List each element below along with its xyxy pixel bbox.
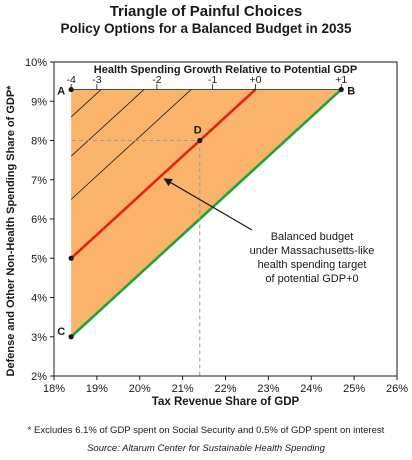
x-tick-label: 25%	[343, 383, 365, 395]
x-tick-label: 19%	[86, 383, 108, 395]
annotation-line: Balanced budget	[271, 231, 354, 243]
point-label-c: C	[57, 326, 65, 338]
top-tick-label: -3	[92, 74, 101, 86]
x-tick-label: 20%	[129, 383, 151, 395]
y-tick-label: 8%	[31, 136, 47, 148]
series-line-plus1	[70, 88, 343, 338]
series-line-minus1	[70, 89, 102, 118]
series-line-plus0	[70, 88, 257, 260]
footnote: * Excludes 6.1% of GDP spent on Social S…	[27, 425, 385, 436]
top-tick-label: -2	[152, 74, 161, 86]
y-tick-label: 3%	[31, 332, 47, 344]
y-tick-label: 5%	[31, 253, 47, 265]
chart-title: Triangle of Painful Choices	[109, 3, 303, 20]
x-tick-label: 21%	[172, 383, 194, 395]
y-tick-label: 6%	[31, 214, 47, 226]
x-tick-label: 23%	[257, 383, 279, 395]
series-line-minus2	[70, 89, 145, 157]
point-c	[68, 334, 74, 340]
annotation-arrow	[163, 178, 253, 231]
top-axis-label: Health Spending Growth Relative to Poten…	[94, 64, 357, 76]
x-tick-label: 18%	[43, 383, 65, 395]
point-label-a: A	[57, 85, 65, 97]
y-axis-label: Defense and Other Non-Health Spending Sh…	[5, 85, 17, 377]
series-line-minus3	[70, 89, 192, 200]
annotation-line: health spending target	[258, 259, 367, 271]
point-a	[68, 86, 74, 93]
x-tick-label: 22%	[214, 383, 236, 395]
top-tick-label: -1	[208, 74, 217, 86]
top-tick-label: -4	[66, 74, 75, 86]
top-tick-label: +1	[335, 74, 347, 86]
point-d	[197, 137, 203, 144]
y-tick-label: 10%	[25, 57, 47, 69]
y-tick-label: 9%	[31, 96, 47, 108]
annotation-line: of potential GDP+0	[265, 273, 358, 285]
point-unlabeled	[68, 255, 74, 261]
chart-subtitle: Policy Options for a Balanced Budget in …	[60, 21, 352, 36]
y-tick-label: 2%	[31, 371, 47, 383]
x-tick-label: 24%	[300, 383, 322, 395]
point-label-d: D	[194, 125, 202, 137]
point-b	[338, 86, 344, 93]
x-axis-label: Tax Revenue Share of GDP	[152, 396, 300, 408]
x-tick-label: 26%	[386, 383, 408, 395]
y-tick-label: 4%	[31, 293, 47, 305]
point-label-b: B	[347, 85, 355, 97]
source-note: Source: Altarum Center for Sustainable H…	[87, 443, 325, 454]
top-tick-label: +0	[250, 74, 262, 86]
y-tick-label: 7%	[31, 175, 47, 187]
annotation-line: under Massachusetts-like	[250, 245, 375, 257]
